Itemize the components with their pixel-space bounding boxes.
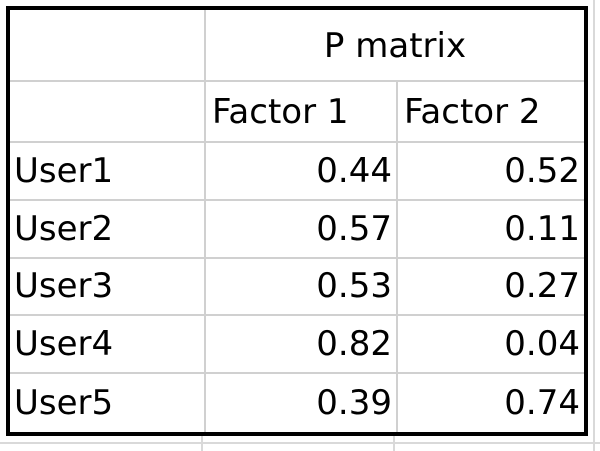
column-header-factor-2[interactable]: Factor 2	[398, 82, 584, 143]
column-header-factor-1[interactable]: Factor 1	[206, 82, 398, 143]
matrix-title: P matrix	[323, 26, 467, 66]
value-text: 0.53	[316, 266, 392, 307]
row-label: User1	[14, 150, 114, 191]
row-label-cell[interactable]: User2	[10, 200, 206, 259]
value-cell[interactable]: 0.39	[206, 374, 398, 432]
row-label: User5	[14, 383, 114, 424]
value-text: 0.74	[504, 383, 580, 424]
value-cell[interactable]: 0.04	[398, 316, 584, 375]
value-cell[interactable]: 0.52	[398, 143, 584, 201]
value-cell[interactable]: 0.27	[398, 259, 584, 317]
value-cell[interactable]: 0.57	[206, 200, 398, 259]
value-text: 0.44	[316, 150, 392, 191]
value-text: 0.52	[504, 150, 580, 191]
column-header-label: Factor 1	[212, 91, 349, 132]
row-label-cell[interactable]: User3	[10, 258, 206, 317]
value-text: 0.39	[316, 383, 392, 424]
value-cell[interactable]: 0.44	[206, 143, 398, 201]
row-label: User2	[14, 208, 114, 249]
row-label: User3	[14, 266, 114, 307]
value-cell[interactable]: 0.53	[206, 258, 398, 317]
value-text: 0.82	[316, 324, 392, 365]
empty-header-cell[interactable]	[10, 82, 206, 143]
value-text: 0.27	[504, 266, 580, 307]
value-cell[interactable]: 0.74	[398, 374, 584, 432]
p-matrix-table: P matrix Factor 1 Factor 2 User1 0.44 0.…	[6, 6, 588, 436]
value-text: 0.57	[316, 208, 392, 249]
value-cell[interactable]: 0.11	[398, 201, 584, 259]
column-header-label: Factor 2	[404, 91, 541, 132]
row-label: User4	[14, 324, 114, 365]
value-text: 0.11	[504, 208, 580, 249]
value-cell[interactable]: 0.82	[206, 316, 398, 375]
matrix-title-cell[interactable]: P matrix	[206, 10, 584, 82]
empty-corner-cell[interactable]	[10, 10, 206, 82]
row-label-cell[interactable]: User1	[10, 143, 206, 201]
row-label-cell[interactable]: User5	[10, 374, 206, 432]
row-label-cell[interactable]: User4	[10, 316, 206, 375]
value-text: 0.04	[504, 324, 580, 365]
